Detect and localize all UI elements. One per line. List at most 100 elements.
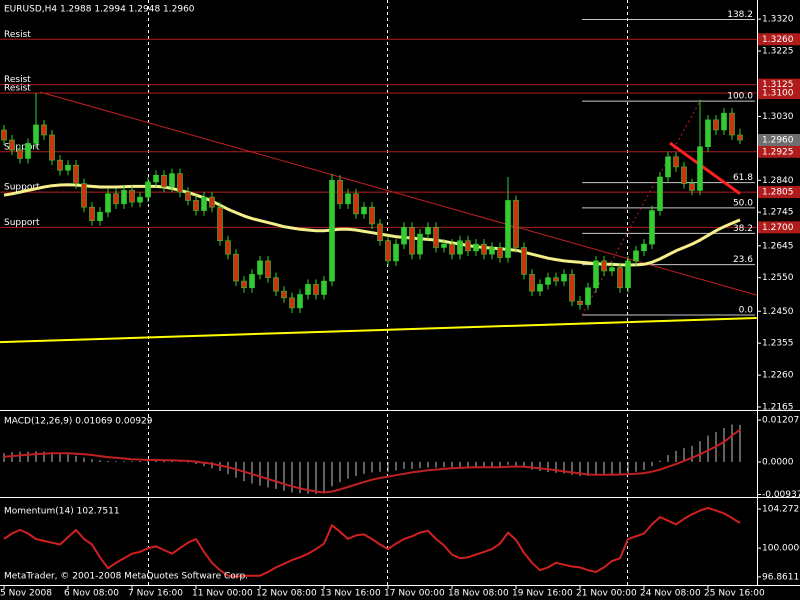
candle-body bbox=[121, 190, 127, 205]
candle-body bbox=[225, 240, 231, 255]
candle-body bbox=[641, 243, 647, 252]
y-tick-label: 1.2840 bbox=[762, 176, 794, 186]
fibo-label: 0.0 bbox=[739, 305, 754, 315]
last-price-label: 1.2960 bbox=[762, 136, 794, 146]
candle-body bbox=[321, 280, 327, 295]
macd-signal bbox=[3, 428, 741, 494]
fibo-label: 38.2 bbox=[733, 224, 753, 234]
candle-body bbox=[265, 260, 271, 278]
candle-body bbox=[9, 139, 15, 151]
candle-body bbox=[233, 253, 239, 282]
candle-body bbox=[209, 196, 215, 208]
candle-body bbox=[633, 250, 639, 262]
candle-body bbox=[417, 233, 423, 255]
candle-body bbox=[137, 196, 143, 203]
candle-body bbox=[721, 112, 727, 131]
x-tick-label: 12 Nov 08:00 bbox=[256, 589, 317, 599]
y-tick-label: 1.2645 bbox=[762, 241, 794, 251]
candle-body bbox=[617, 267, 623, 289]
candle-body bbox=[657, 176, 663, 211]
candle-body bbox=[113, 193, 119, 205]
candle-body bbox=[465, 240, 471, 252]
candle-body bbox=[65, 164, 71, 171]
candle-body bbox=[305, 284, 311, 295]
fibo-label: 50.0 bbox=[733, 198, 753, 208]
candle-body bbox=[529, 274, 535, 292]
candle-body bbox=[169, 173, 175, 188]
candle-body bbox=[737, 134, 743, 141]
level-name: Resist bbox=[4, 84, 31, 94]
last-price-box bbox=[758, 134, 800, 147]
candle-body bbox=[473, 243, 479, 252]
candle-body bbox=[273, 277, 279, 292]
y-tick-label: 1.2260 bbox=[762, 371, 794, 381]
candle-body bbox=[553, 277, 559, 282]
level-price-box bbox=[758, 145, 800, 158]
level-price-box bbox=[758, 33, 800, 46]
x-tick-label: 18 Nov 08:00 bbox=[448, 589, 509, 599]
candle-body bbox=[129, 190, 135, 203]
level-price-label: 1.3125 bbox=[762, 80, 794, 90]
copyright: MetaTrader, © 2001-2008 MetaQuotes Softw… bbox=[4, 572, 248, 582]
x-tick-label: 24 Nov 08:00 bbox=[640, 589, 701, 599]
candle-body bbox=[713, 119, 719, 131]
y-tick-label: 1.2550 bbox=[762, 273, 794, 283]
candle-body bbox=[361, 206, 367, 215]
level-price-box bbox=[758, 221, 800, 234]
level-name: Support bbox=[4, 142, 40, 152]
x-tick-label: 11 Nov 00:00 bbox=[192, 589, 253, 599]
candle-body bbox=[537, 284, 543, 292]
level-price-label: 1.2805 bbox=[762, 188, 794, 198]
candle-body bbox=[481, 243, 487, 255]
candle-body bbox=[649, 210, 655, 245]
momentum-title: Momentum(14) 102.7511 bbox=[4, 507, 120, 517]
trendline bbox=[581, 100, 701, 316]
candle-body bbox=[329, 180, 335, 282]
candle-body bbox=[217, 206, 223, 242]
candle-body bbox=[161, 174, 167, 188]
candle-body bbox=[73, 164, 79, 184]
y-tick-label: 1.2450 bbox=[762, 307, 794, 317]
y-tick-label: 96.8611 bbox=[762, 572, 799, 582]
candle-body bbox=[377, 223, 383, 242]
candle-body bbox=[409, 227, 415, 255]
y-tick-label: 1.2355 bbox=[762, 339, 794, 349]
candle-body bbox=[185, 191, 191, 201]
candle-body bbox=[17, 149, 23, 159]
x-tick-label: 7 Nov 16:00 bbox=[128, 589, 183, 599]
fibo-label: 138.2 bbox=[727, 10, 753, 20]
candle-body bbox=[681, 166, 687, 184]
trendline bbox=[669, 141, 741, 195]
level-name: Support bbox=[4, 183, 40, 193]
candle-body bbox=[441, 243, 447, 248]
chart-title: EURUSD,H4 1.2988 1.2994 1.2948 1.2960 bbox=[4, 5, 195, 15]
candle-body bbox=[385, 240, 391, 262]
candle-body bbox=[25, 143, 31, 159]
period-separators bbox=[148, 0, 628, 585]
x-tick-label: 6 Nov 08:00 bbox=[64, 589, 119, 599]
candle-body bbox=[57, 159, 63, 171]
x-tick-label: 13 Nov 16:00 bbox=[320, 589, 381, 599]
y-tick-label: 1.2745 bbox=[762, 208, 794, 218]
y-tick-label: 104.272 bbox=[762, 505, 799, 515]
candle-body bbox=[593, 260, 599, 289]
y-tick-label: 1.3030 bbox=[762, 112, 794, 122]
candle-body bbox=[49, 134, 55, 161]
candle-body bbox=[513, 200, 519, 248]
level-price-label: 1.2700 bbox=[762, 223, 794, 233]
y-tick-label: 1.3225 bbox=[762, 47, 794, 57]
candle-body bbox=[489, 247, 495, 255]
level-name: Resist bbox=[4, 30, 31, 40]
candle-body bbox=[345, 193, 351, 205]
x-tick-label: 25 Nov 16:00 bbox=[704, 589, 765, 599]
trendline bbox=[39, 91, 757, 296]
candle-body bbox=[105, 193, 111, 213]
momentum-line bbox=[3, 506, 741, 578]
candle-body bbox=[81, 183, 87, 208]
level-name: Resist bbox=[4, 75, 31, 85]
candle-body bbox=[313, 284, 319, 295]
candle-body bbox=[145, 181, 151, 198]
candle-body bbox=[393, 243, 399, 262]
candle-body bbox=[353, 193, 359, 215]
